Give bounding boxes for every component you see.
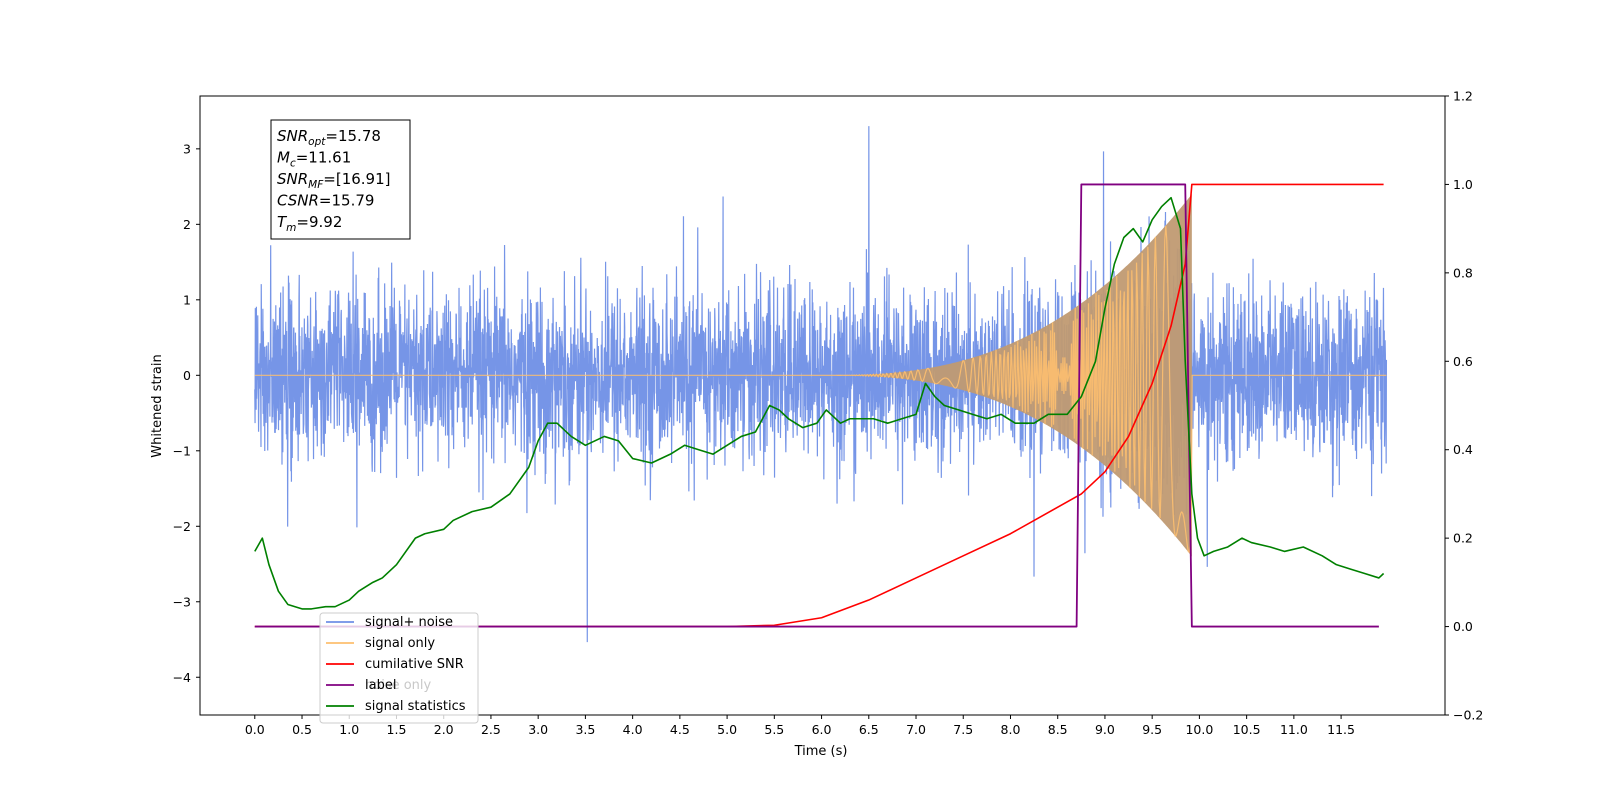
y-right-tick-label: −0.2 [1453, 708, 1483, 723]
x-axis: 0.0 0.5 1.0 1.5 2.0 2.5 3.0 3.5 4.0 4.5 5.0 5.5 6.0 6… [245, 715, 1355, 737]
y-right-tick-label: 0.2 [1453, 531, 1473, 546]
legend-label-faded: noise only [365, 678, 432, 693]
x-tick-label: 11.0 [1280, 722, 1308, 737]
x-tick-label: 11.5 [1327, 722, 1355, 737]
x-tick-label: 3.5 [575, 722, 595, 737]
x-tick-label: 9.0 [1095, 722, 1115, 737]
x-tick-label: 10.5 [1233, 722, 1261, 737]
info-box: SNRopt=15.78Mc=11.61SNRMF=[16.91]CSNR=15… [270, 119, 411, 240]
x-tick-label: 2.0 [434, 722, 454, 737]
x-tick-label: 2.5 [481, 722, 501, 737]
x-tick-label: 0.5 [292, 722, 312, 737]
x-tick-label: 0.0 [245, 722, 265, 737]
x-tick-label: 8.0 [1001, 722, 1021, 737]
series-layer [254, 126, 1388, 643]
y-right-tick-label: 1.2 [1453, 89, 1473, 104]
y-right-tick-label: 0.6 [1453, 354, 1473, 369]
y-left-tick-label: −1 [173, 443, 191, 458]
x-tick-label: 1.0 [339, 722, 359, 737]
x-tick-label: 7.5 [953, 722, 973, 737]
x-tick-label: 8.5 [1048, 722, 1068, 737]
right-y-axis: 1.2 1.0 0.8 0.6 0.4 0.2 0.0 −0.2 [1445, 89, 1483, 723]
y-left-tick-label: 2 [183, 217, 191, 232]
x-tick-label: 4.5 [670, 722, 690, 737]
info-box-line: SNRopt=15.78 [277, 127, 381, 148]
y-left-tick-label: −2 [173, 519, 191, 534]
series-signal-statistics [254, 196, 1385, 610]
y-right-tick-label: 0.4 [1453, 442, 1473, 457]
info-box-line: CSNR=15.79 [277, 192, 374, 210]
y-left-tick-label: 3 [183, 141, 191, 156]
legend-label: label [365, 678, 396, 693]
series-signal-plus-noise [254, 126, 1388, 643]
y-left-tick-label: 0 [183, 368, 191, 383]
legend-label: signal only [365, 636, 435, 651]
series-signal-only [254, 225, 1387, 554]
y-right-tick-label: 0.8 [1453, 265, 1473, 280]
x-tick-label: 1.5 [387, 722, 407, 737]
x-tick-label: 10.0 [1185, 722, 1213, 737]
series-label [254, 183, 1379, 628]
legend-label: signal+ noise [365, 615, 453, 630]
x-tick-label: 3.0 [528, 722, 548, 737]
y-right-tick-label: 0.0 [1453, 619, 1473, 634]
x-tick-label: 6.5 [859, 722, 879, 737]
info-box-line: Tm=9.92 [277, 213, 342, 234]
axes-frame [199, 95, 1446, 716]
legend-label: cumilative SNR [365, 657, 464, 672]
x-tick-label: 5.0 [717, 722, 737, 737]
x-tick-label: 9.5 [1142, 722, 1162, 737]
y-left-tick-label: −4 [173, 670, 191, 685]
y-right-tick-label: 1.0 [1453, 177, 1473, 192]
y-axis-label: Whitened strain [150, 354, 165, 457]
info-box-line: Mc=11.61 [277, 149, 351, 170]
x-tick-label: 4.0 [623, 722, 643, 737]
legend-label: signal statistics [365, 699, 466, 714]
x-tick-label: 7.0 [906, 722, 926, 737]
legend: signal+ noise signal only cumilative SNR no… [319, 612, 479, 724]
x-axis-label: Time (s) [794, 744, 848, 759]
left-y-axis: 3 2 1 0 −1 −2 −3 −4 [173, 141, 200, 685]
x-tick-label: 6.0 [812, 722, 832, 737]
y-left-tick-label: 1 [183, 292, 191, 307]
info-box-line: SNRMF=[16.91] [277, 170, 391, 191]
y-left-tick-label: −3 [173, 594, 191, 609]
x-tick-label: 5.5 [764, 722, 784, 737]
